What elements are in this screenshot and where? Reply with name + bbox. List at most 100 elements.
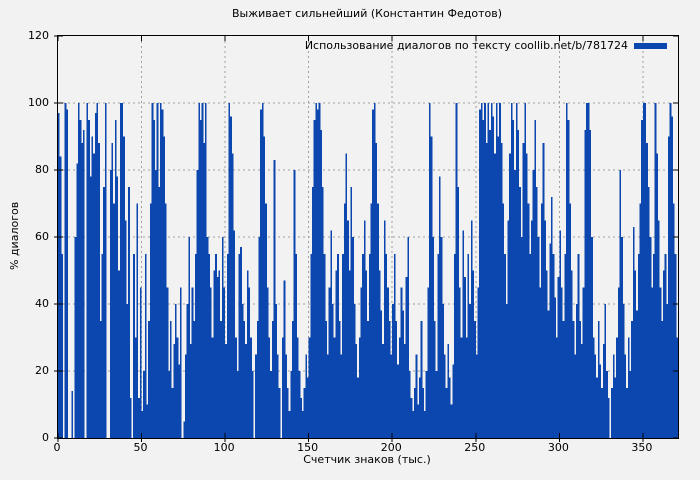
- bar: [288, 411, 291, 438]
- bar: [662, 270, 665, 438]
- bar: [111, 143, 114, 438]
- bar: [129, 397, 132, 438]
- bar: [179, 287, 182, 438]
- bar: [544, 220, 546, 438]
- bar: [445, 387, 448, 438]
- bar: [664, 253, 667, 438]
- bar: [636, 310, 638, 438]
- bar: [619, 170, 622, 438]
- bar: [353, 304, 356, 438]
- bar: [470, 220, 473, 438]
- bar: [559, 230, 562, 438]
- bar: [164, 203, 167, 438]
- bar: [149, 203, 152, 438]
- bar: [323, 253, 326, 438]
- bar: [296, 337, 299, 438]
- bar: [425, 371, 428, 438]
- bar: [338, 320, 341, 438]
- bar: [652, 253, 655, 438]
- bar: [569, 203, 572, 438]
- bar: [113, 203, 115, 438]
- bar: [220, 320, 222, 438]
- bar: [285, 354, 287, 438]
- bar: [310, 253, 313, 438]
- bar: [420, 320, 423, 438]
- bar: [119, 103, 122, 438]
- bar: [539, 287, 541, 438]
- bar: [221, 237, 224, 438]
- bar: [367, 320, 369, 438]
- chart-title: Выживает сильнейший (Константин Федотов): [231, 7, 502, 20]
- bar: [343, 203, 346, 438]
- bar: [622, 304, 625, 438]
- bar: [236, 371, 239, 438]
- bar: [430, 136, 433, 438]
- y-tick-label: 120: [28, 28, 49, 42]
- x-tick-label: 200: [380, 441, 402, 454]
- bar: [322, 186, 324, 438]
- bar: [245, 344, 247, 438]
- bar: [395, 320, 398, 438]
- bar: [606, 371, 608, 438]
- bar: [452, 364, 455, 438]
- bar: [413, 387, 416, 438]
- bar: [198, 103, 201, 438]
- bar: [514, 170, 516, 438]
- x-tick-label: 100: [213, 441, 235, 454]
- bar: [210, 287, 212, 438]
- bar: [190, 344, 192, 438]
- bar: [375, 143, 378, 438]
- bar: [475, 354, 478, 438]
- bar: [556, 337, 558, 438]
- bar: [378, 270, 381, 438]
- bar: [457, 186, 460, 438]
- bar: [203, 143, 206, 438]
- bar: [601, 387, 603, 438]
- bar: [586, 103, 588, 438]
- bar: [265, 203, 267, 438]
- bar: [144, 253, 147, 438]
- bar: [612, 354, 615, 438]
- bar: [393, 253, 396, 438]
- bar: [400, 287, 403, 438]
- bar: [318, 103, 321, 438]
- bar: [562, 320, 565, 438]
- bar: [312, 186, 314, 438]
- bar: [320, 129, 323, 439]
- x-tick-label: 50: [133, 441, 148, 454]
- bar: [522, 143, 525, 438]
- bar: [218, 270, 221, 438]
- y-tick-label: 100: [28, 95, 49, 109]
- bar: [500, 143, 503, 438]
- bar: [226, 253, 229, 438]
- bar: [390, 354, 393, 438]
- bar: [415, 354, 418, 438]
- bar: [308, 337, 311, 438]
- bar: [597, 320, 600, 438]
- bar: [360, 287, 363, 438]
- bar: [208, 253, 211, 438]
- bar: [616, 337, 618, 438]
- bar: [225, 344, 227, 438]
- bar: [482, 119, 485, 438]
- bar: [216, 277, 219, 438]
- bar: [644, 103, 647, 438]
- bar: [104, 103, 107, 438]
- bar: [317, 109, 319, 438]
- bar: [283, 280, 286, 438]
- x-tick-label: 150: [297, 441, 319, 454]
- bar: [674, 253, 677, 438]
- bar: [251, 371, 254, 438]
- bar: [335, 270, 338, 438]
- bar: [509, 153, 511, 438]
- bar: [327, 354, 329, 438]
- bar: [303, 387, 306, 438]
- bar: [529, 253, 531, 438]
- bar: [81, 143, 84, 438]
- bar: [552, 253, 555, 438]
- x-tick-label: 250: [464, 441, 486, 454]
- bar: [275, 304, 277, 438]
- bar: [273, 159, 276, 438]
- bar: [505, 304, 508, 438]
- bar: [484, 103, 486, 438]
